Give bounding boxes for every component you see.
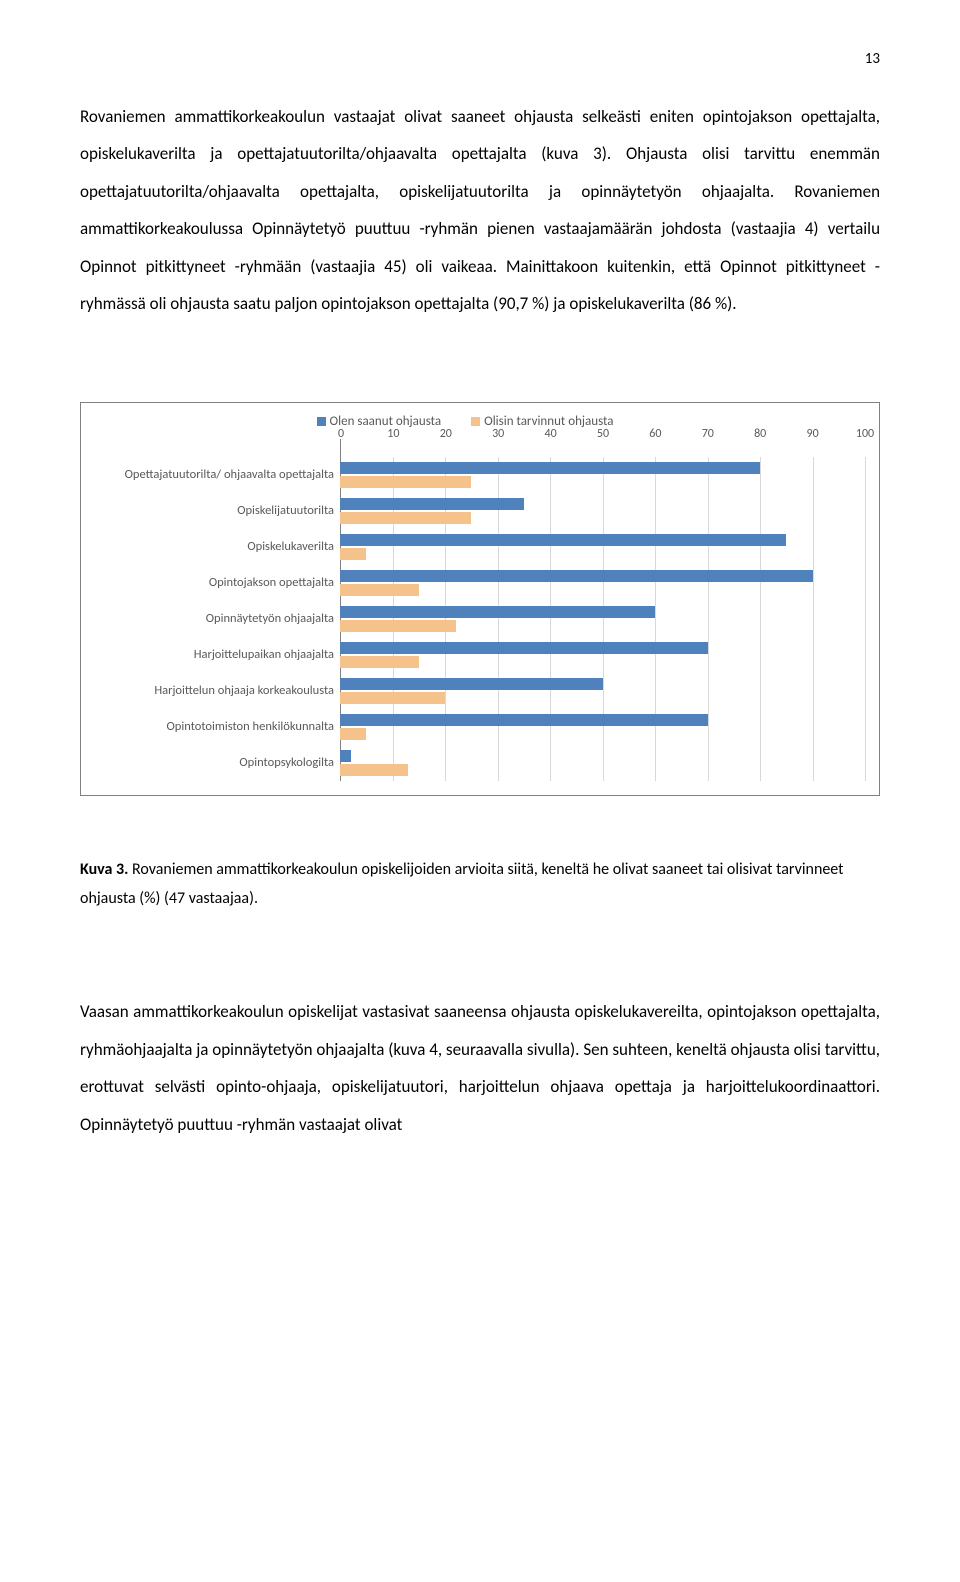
page-number: 13 xyxy=(80,50,880,68)
legend-swatch xyxy=(317,417,326,426)
bar-group xyxy=(340,601,865,637)
bar-group xyxy=(340,637,865,673)
caption-text: Rovaniemen ammattikorkeakoulun opiskelij… xyxy=(80,860,844,908)
bar-series2 xyxy=(340,476,471,488)
bar-series1 xyxy=(340,570,813,582)
chart-x-axis: 0102030405060708090100 xyxy=(340,439,865,457)
paragraph-1: Rovaniemen ammattikorkeakoulun vastaajat… xyxy=(80,98,880,322)
bar-series1 xyxy=(340,498,524,510)
axis-tick: 0 xyxy=(338,427,344,441)
chart-kuva3: Olen saanut ohjaustaOlisin tarvinnut ohj… xyxy=(80,402,880,795)
axis-tick: 30 xyxy=(492,427,504,441)
category-label: Opintojakson opettajalta xyxy=(95,565,334,601)
chart-plot-area: 0102030405060708090100 xyxy=(340,439,865,781)
axis-tick: 60 xyxy=(649,427,661,441)
bar-group xyxy=(340,709,865,745)
bar-series1 xyxy=(340,714,708,726)
bar-series1 xyxy=(340,534,786,546)
chart-bars xyxy=(340,457,865,781)
category-label: Opinnäytetyön ohjaajalta xyxy=(95,601,334,637)
bar-group xyxy=(340,565,865,601)
axis-tick: 80 xyxy=(754,427,766,441)
axis-tick: 50 xyxy=(597,427,609,441)
category-label: Harjoittelun ohjaaja korkeakoulusta xyxy=(95,673,334,709)
axis-tick: 70 xyxy=(702,427,714,441)
bar-series1 xyxy=(340,642,708,654)
bar-series2 xyxy=(340,764,408,776)
bar-series2 xyxy=(340,584,419,596)
axis-tick: 90 xyxy=(807,427,819,441)
bar-group xyxy=(340,673,865,709)
bar-series1 xyxy=(340,462,760,474)
legend-label: Olen saanut ohjausta xyxy=(330,414,442,429)
bar-series1 xyxy=(340,678,603,690)
category-label: Opettajatuutorilta/ ohjaavalta opettajal… xyxy=(95,457,334,493)
bar-series2 xyxy=(340,512,471,524)
axis-tick: 40 xyxy=(545,427,557,441)
category-label: Opintopsykologilta xyxy=(95,745,334,781)
axis-tick: 100 xyxy=(856,427,874,441)
bar-group xyxy=(340,493,865,529)
legend-swatch xyxy=(471,417,480,426)
bar-series2 xyxy=(340,656,419,668)
category-label: Opiskelukaverilta xyxy=(95,529,334,565)
bar-series2 xyxy=(340,548,366,560)
bar-group xyxy=(340,745,865,781)
chart-category-labels: Opettajatuutorilta/ ohjaavalta opettajal… xyxy=(95,439,340,781)
figure-caption: Kuva 3. Rovaniemen ammattikorkeakoulun o… xyxy=(80,856,880,914)
category-label: Harjoittelupaikan ohjaajalta xyxy=(95,637,334,673)
bar-series2 xyxy=(340,620,456,632)
bar-group xyxy=(340,457,865,493)
axis-tick: 20 xyxy=(440,427,452,441)
category-label: Opintotoimiston henkilökunnalta xyxy=(95,709,334,745)
bar-series1 xyxy=(340,606,655,618)
gridline xyxy=(865,457,866,781)
bar-series2 xyxy=(340,728,366,740)
bar-series2 xyxy=(340,692,445,704)
category-label: Opiskelijatuutorilta xyxy=(95,493,334,529)
paragraph-2: Vaasan ammattikorkeakoulun opiskelijat v… xyxy=(80,993,880,1143)
chart-legend: Olen saanut ohjaustaOlisin tarvinnut ohj… xyxy=(95,413,865,428)
axis-tick: 10 xyxy=(387,427,399,441)
caption-label: Kuva 3. xyxy=(80,860,128,879)
bar-group xyxy=(340,529,865,565)
bar-series1 xyxy=(340,750,351,762)
